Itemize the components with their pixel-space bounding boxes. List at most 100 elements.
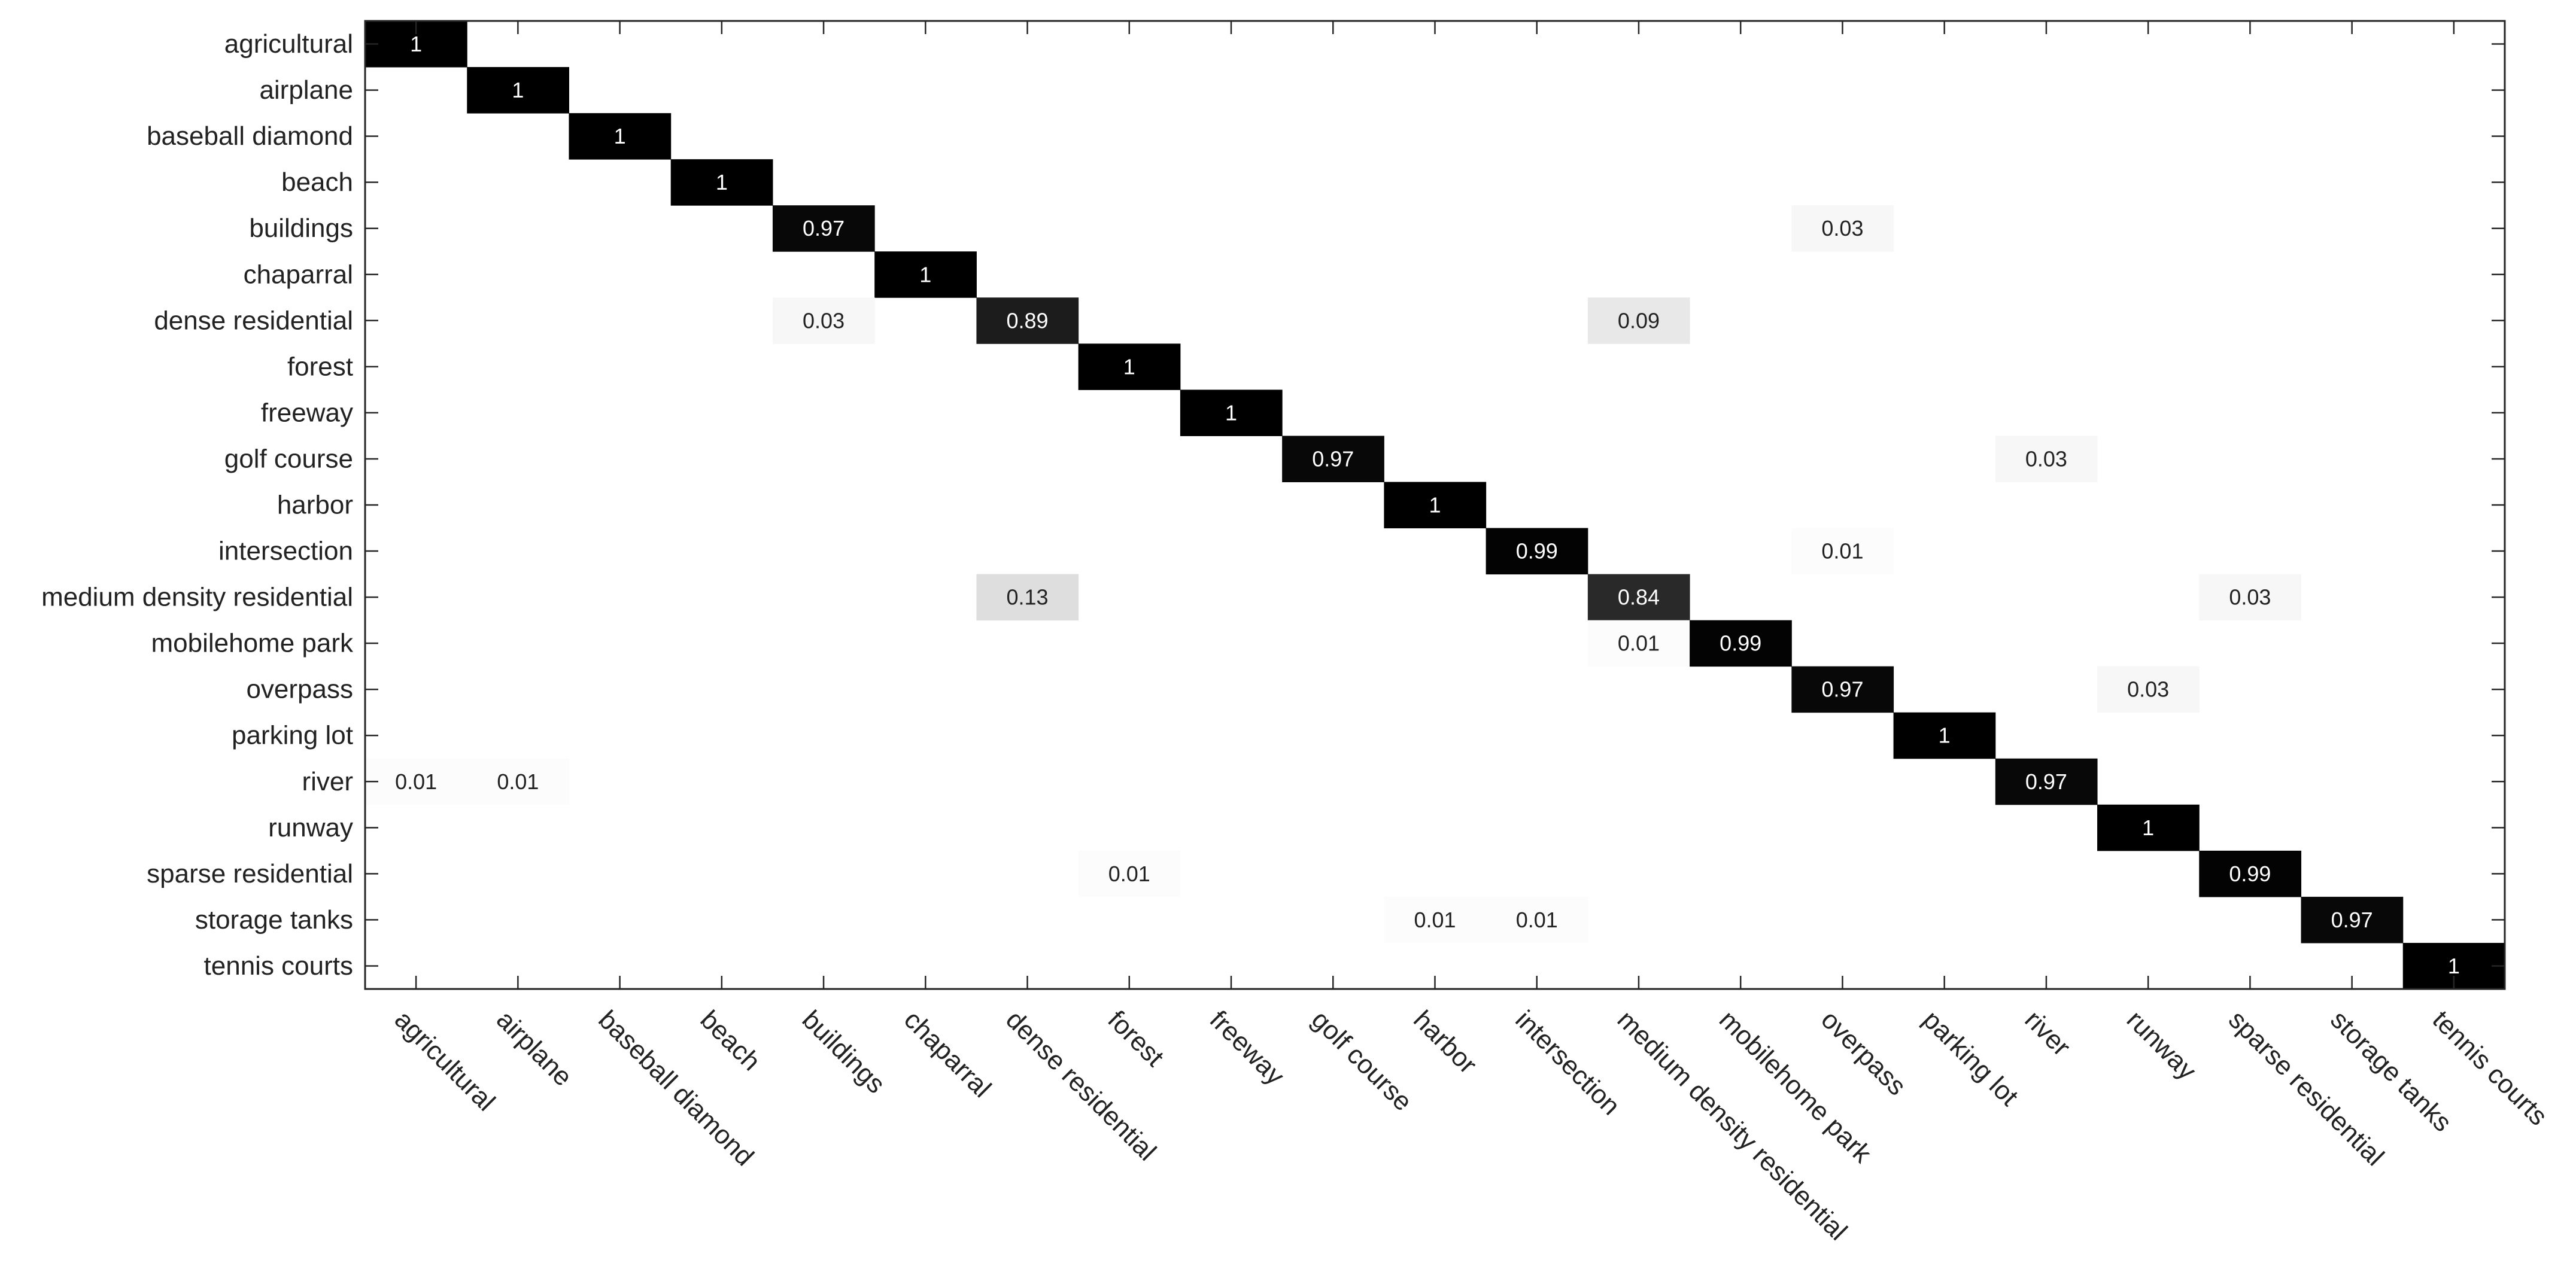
heatmap-cell	[1078, 343, 1181, 390]
row-label: storage tanks	[195, 905, 353, 935]
cell-value-label: 1	[2448, 954, 2460, 978]
row-label: parking lot	[232, 721, 353, 750]
heatmap-cell	[1893, 712, 1996, 759]
heatmap-cell	[670, 159, 773, 206]
cell-value-label: 1	[614, 124, 626, 148]
cell-value-label: 0.03	[1821, 216, 1863, 241]
cell-value-label: 0.01	[1414, 908, 1456, 932]
cell-value-label: 0.84	[1618, 585, 1660, 610]
cell-value-label: 1	[410, 32, 422, 56]
heatmap-cell	[1384, 482, 1487, 529]
row-label: river	[302, 767, 353, 796]
column-label: beach	[695, 1005, 766, 1076]
heatmap-cell	[1486, 528, 1588, 575]
heatmap-cell	[1587, 620, 1690, 667]
cell-value-label: 0.01	[1821, 539, 1863, 564]
row-label: mobilehome park	[151, 629, 354, 658]
cell-value-label: 0.97	[2025, 769, 2067, 794]
heatmap-cell	[467, 758, 569, 805]
row-label: forest	[287, 352, 353, 381]
heatmap-cell	[2301, 896, 2404, 944]
cell-value-label: 0.97	[803, 216, 845, 241]
row-label: baseball diamond	[147, 121, 353, 151]
axis-ticks	[365, 21, 2505, 989]
cell-value-label: 1	[1225, 400, 1237, 425]
heatmap-cell	[365, 758, 467, 805]
heatmap-cell	[1180, 389, 1283, 436]
row-label: runway	[268, 813, 353, 842]
cell-value-label: 0.01	[1108, 862, 1150, 886]
heatmap-cells: 1 1 1 1 0.97 0.03 1 0.03 0.89 0.09 1 1 0.97 0.03 1 0.99…	[365, 21, 2505, 990]
cell-value-label: 1	[1939, 723, 1951, 748]
heatmap-cell	[1587, 297, 1690, 344]
row-label: airplane	[259, 75, 353, 105]
column-label: river	[2019, 1005, 2076, 1062]
cell-value-label: 0.01	[497, 769, 539, 794]
cell-value-label: 0.97	[1312, 446, 1354, 471]
column-label: freeway	[1204, 1005, 1290, 1091]
heatmap-cell	[569, 113, 672, 160]
heatmap-cell	[2097, 666, 2200, 713]
column-label: airplane	[491, 1005, 578, 1092]
heatmap-cell	[1995, 758, 2098, 805]
column-label: forest	[1102, 1005, 1169, 1072]
cell-value-label: 0.97	[1821, 677, 1863, 702]
heatmap-cell	[1690, 620, 1792, 667]
heatmap-cell	[976, 297, 1079, 344]
row-label: buildings	[249, 214, 353, 243]
row-label: golf course	[224, 444, 353, 473]
heatmap-cell	[1791, 666, 1894, 713]
cell-value-label: 0.99	[1516, 539, 1558, 564]
cell-value-label: 1	[716, 170, 728, 194]
cell-value-label: 0.03	[2025, 446, 2067, 471]
cell-value-label: 1	[2142, 815, 2154, 840]
heatmap-cell	[2199, 574, 2302, 621]
heatmap-cell	[1587, 574, 1690, 621]
cell-value-label: 0.99	[1720, 631, 1761, 656]
cell-value-label: 0.01	[395, 769, 437, 794]
cell-value-label: 0.09	[1618, 308, 1660, 333]
cell-value-label: 1	[919, 262, 931, 287]
heatmap-cell	[772, 297, 875, 344]
row-label: chaparral	[244, 260, 353, 289]
column-label: agricultural	[389, 1005, 501, 1117]
cell-value-label: 1	[1123, 354, 1135, 379]
row-label: harbor	[277, 491, 353, 520]
heatmap-cell	[467, 67, 569, 114]
cell-value-label: 0.01	[1618, 631, 1660, 656]
row-label: beach	[281, 168, 353, 197]
cell-value-label: 0.03	[803, 308, 845, 333]
cell-value-label: 0.03	[2127, 677, 2169, 702]
row-label: medium density residential	[41, 583, 353, 612]
heatmap-cell	[1995, 436, 2098, 482]
plot-frame	[364, 20, 2506, 990]
row-label: overpass	[246, 675, 353, 704]
heatmap-cell	[1384, 896, 1487, 944]
heatmap-cell	[1791, 205, 1894, 252]
column-label: harbor	[1408, 1005, 1483, 1080]
cell-value-label: 1	[1429, 493, 1441, 518]
heatmap-cell	[2199, 850, 2302, 897]
heatmap-cell	[1282, 436, 1384, 482]
row-label: tennis courts	[204, 951, 353, 981]
heatmap-cell	[2097, 804, 2200, 851]
heatmap-cell	[1078, 850, 1181, 897]
cell-value-label: 0.89	[1007, 308, 1049, 333]
heatmap-cell	[976, 574, 1079, 621]
column-label: runway	[2121, 1005, 2202, 1086]
column-label: chaparral	[898, 1005, 997, 1103]
heatmap-cell	[772, 205, 875, 252]
row-label: dense residential	[154, 306, 353, 335]
heatmap-cell	[1791, 528, 1894, 575]
cell-value-label: 0.13	[1007, 585, 1049, 610]
row-tick-labels: agricultural airplane baseball diamond beac…	[41, 29, 354, 981]
heatmap-cell	[1486, 896, 1588, 944]
row-label: agricultural	[224, 29, 353, 59]
column-label: parking lot	[1917, 1005, 2024, 1112]
cell-value-label: 1	[512, 78, 524, 102]
row-label: freeway	[261, 398, 353, 427]
row-label: sparse residential	[147, 859, 353, 888]
cell-value-label: 0.01	[1516, 908, 1558, 932]
